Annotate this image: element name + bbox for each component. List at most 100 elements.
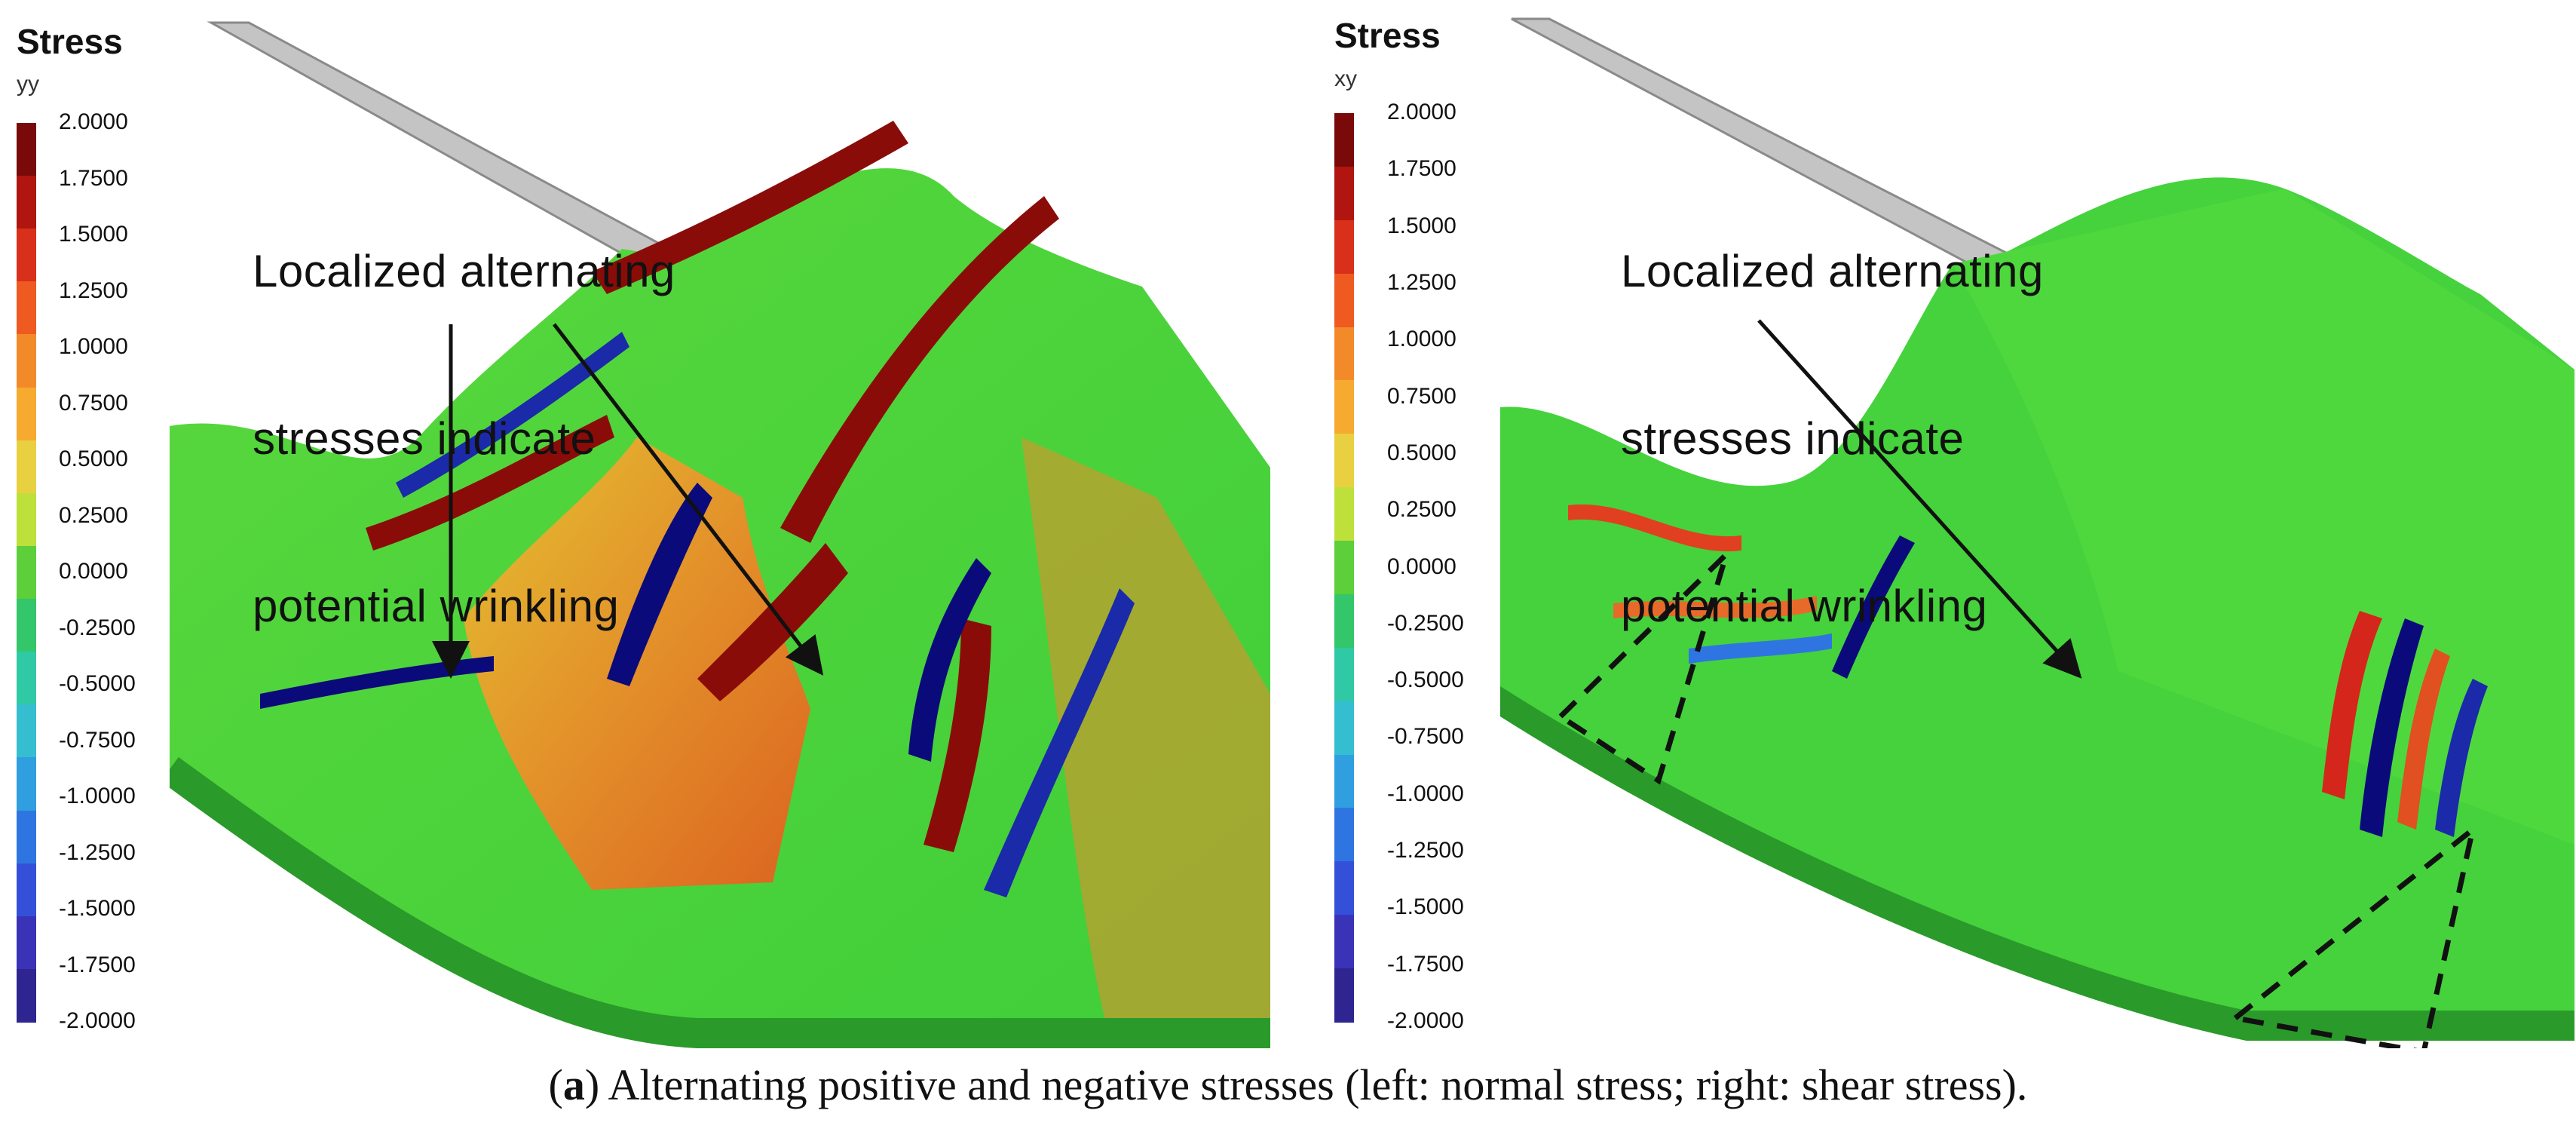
colorbar-tick-label: 1.0000 xyxy=(1387,327,1456,352)
colorbar-tick-label: -0.2500 xyxy=(59,615,136,640)
figure-caption: (a) Alternating positive and negative st… xyxy=(0,1060,2576,1110)
colorbar-tick-label: 1.7500 xyxy=(1387,156,1456,182)
colorbar-swatch xyxy=(1334,647,1354,702)
colorbar-tick-label: -0.2500 xyxy=(1387,610,1464,636)
low-stress-band xyxy=(2435,679,2488,837)
left-surface-render xyxy=(170,21,1270,1048)
colorbar-swatch xyxy=(1334,701,1354,756)
right-colorbar xyxy=(1334,113,1354,1023)
high-stress-band xyxy=(1568,504,1741,552)
colorbar-tick-label: -1.0000 xyxy=(1387,781,1464,806)
colorbar-swatch xyxy=(1334,273,1354,328)
colorbar-tick-label: 0.0000 xyxy=(1387,554,1456,579)
colorbar-tick-label: -2.0000 xyxy=(59,1008,136,1033)
colorbar-tick-label: -0.5000 xyxy=(1387,667,1464,693)
low-stress-band xyxy=(908,558,991,762)
colorbar-tick-label: 0.2500 xyxy=(1387,497,1456,523)
annotation-line: Localized alternating xyxy=(1621,246,2044,296)
left-legend-title: Stress xyxy=(17,22,123,61)
right-annotation: Localized alternating stresses indicate … xyxy=(1621,132,2044,746)
colorbar-tick-label: 1.2500 xyxy=(1387,269,1456,295)
high-stress-band xyxy=(2322,611,2382,799)
high-stress-band xyxy=(366,415,614,551)
colorbar-tick-label: 1.5000 xyxy=(1387,213,1456,238)
colorbar-swatch xyxy=(17,968,36,1023)
colorbar-swatch xyxy=(17,652,36,706)
colorbar-swatch xyxy=(1334,915,1354,970)
colorbar-swatch xyxy=(1334,327,1354,382)
colorbar-tick-label: 0.2500 xyxy=(59,502,128,528)
colorbar-tick-label: 1.5000 xyxy=(59,222,128,247)
high-stress-band xyxy=(697,543,848,701)
colorbar-swatch xyxy=(17,123,36,177)
sheet-face xyxy=(1953,189,2574,845)
colorbar-swatch xyxy=(1334,594,1354,649)
low-stress-band xyxy=(2360,618,2424,837)
caption-label-letter: a xyxy=(562,1060,585,1109)
colorbar-swatch xyxy=(17,757,36,811)
right-legend-component: xy xyxy=(1334,66,1357,91)
colorbar-swatch xyxy=(17,863,36,917)
warm-region-right xyxy=(1022,437,1270,1018)
colorbar-tick-label: 0.0000 xyxy=(59,559,128,584)
colorbar-swatch xyxy=(1334,487,1354,542)
colorbar-swatch xyxy=(1334,219,1354,275)
colorbar-tick-label: -0.7500 xyxy=(1387,724,1464,750)
caption-text: Alternating positive and negative stress… xyxy=(599,1060,2028,1109)
colorbar-swatch xyxy=(1334,754,1354,809)
high-stress-band xyxy=(2397,649,2450,830)
colorbar-swatch xyxy=(17,704,36,759)
low-stress-band xyxy=(1832,535,1915,679)
colorbar-tick-label: 2.0000 xyxy=(1387,100,1456,124)
colorbar-tick-label: 1.0000 xyxy=(59,334,128,359)
colorbar-tick-label: -2.0000 xyxy=(1387,1008,1464,1033)
colorbar-swatch xyxy=(17,916,36,970)
caption-label-close: ) xyxy=(584,1060,600,1109)
left-stress-plot xyxy=(170,15,1282,1048)
colorbar-tick-label: -1.7500 xyxy=(59,952,136,977)
colorbar-tick-label: 0.7500 xyxy=(59,390,128,416)
colorbar-tick-label: -1.2500 xyxy=(59,839,136,865)
arrow-pointer xyxy=(553,323,824,676)
colorbar-tick-label: -1.0000 xyxy=(59,784,136,808)
high-stress-band xyxy=(780,196,1059,543)
colorbar-swatch xyxy=(1334,861,1354,916)
colorbar-swatch xyxy=(17,492,36,547)
colorbar-swatch xyxy=(17,545,36,600)
colorbar-swatch xyxy=(1334,541,1354,595)
colorbar-swatch xyxy=(17,334,36,388)
colorbar-swatch xyxy=(17,599,36,653)
colorbar-tick-label: -1.5000 xyxy=(59,896,136,921)
low-stress-band xyxy=(607,483,712,686)
colorbar-swatch xyxy=(1334,808,1354,863)
left-colorbar xyxy=(17,123,36,1023)
colorbar-swatch xyxy=(17,176,36,230)
annotation-line: Localized alternating xyxy=(253,246,675,296)
annotation-line: potential wrinkling xyxy=(1621,581,1988,631)
high-stress-band xyxy=(592,121,908,294)
annotation-line: stresses indicate xyxy=(253,413,596,464)
colorbar-tick-label: 0.7500 xyxy=(1387,383,1456,409)
right-arrows xyxy=(1757,319,2082,679)
sheet-shadow xyxy=(1500,686,2574,1041)
colorbar-tick-label: 0.5000 xyxy=(59,446,128,471)
annotation-line: potential wrinkling xyxy=(253,581,620,631)
colorbar-swatch xyxy=(17,440,36,494)
left-panel: Stress yy 2.0000 1.7500 1.5000 1.2500 1.0000… xyxy=(0,0,1282,1048)
high-stress-band xyxy=(924,618,991,852)
colorbar-swatch xyxy=(17,281,36,336)
left-annotation: Localized alternating stresses indicate … xyxy=(253,132,675,746)
caption-label-open: ( xyxy=(548,1060,563,1109)
low-stress-band xyxy=(396,332,629,498)
colorbar-swatch xyxy=(1334,166,1354,221)
colorbar-tick-label: 1.2500 xyxy=(59,278,128,303)
colorbar-swatch xyxy=(17,810,36,864)
colorbar-tick-label: 0.5000 xyxy=(1387,440,1456,465)
annotation-line: stresses indicate xyxy=(1621,413,1965,464)
colorbar-swatch xyxy=(17,229,36,283)
sheet-edge xyxy=(170,756,1270,1048)
colorbar-tick-label: 2.0000 xyxy=(59,109,128,134)
colorbar-tick-label: -1.5000 xyxy=(1387,894,1464,920)
colorbar-tick-label: -0.7500 xyxy=(59,727,136,753)
right-surface-render xyxy=(1500,17,2574,1048)
